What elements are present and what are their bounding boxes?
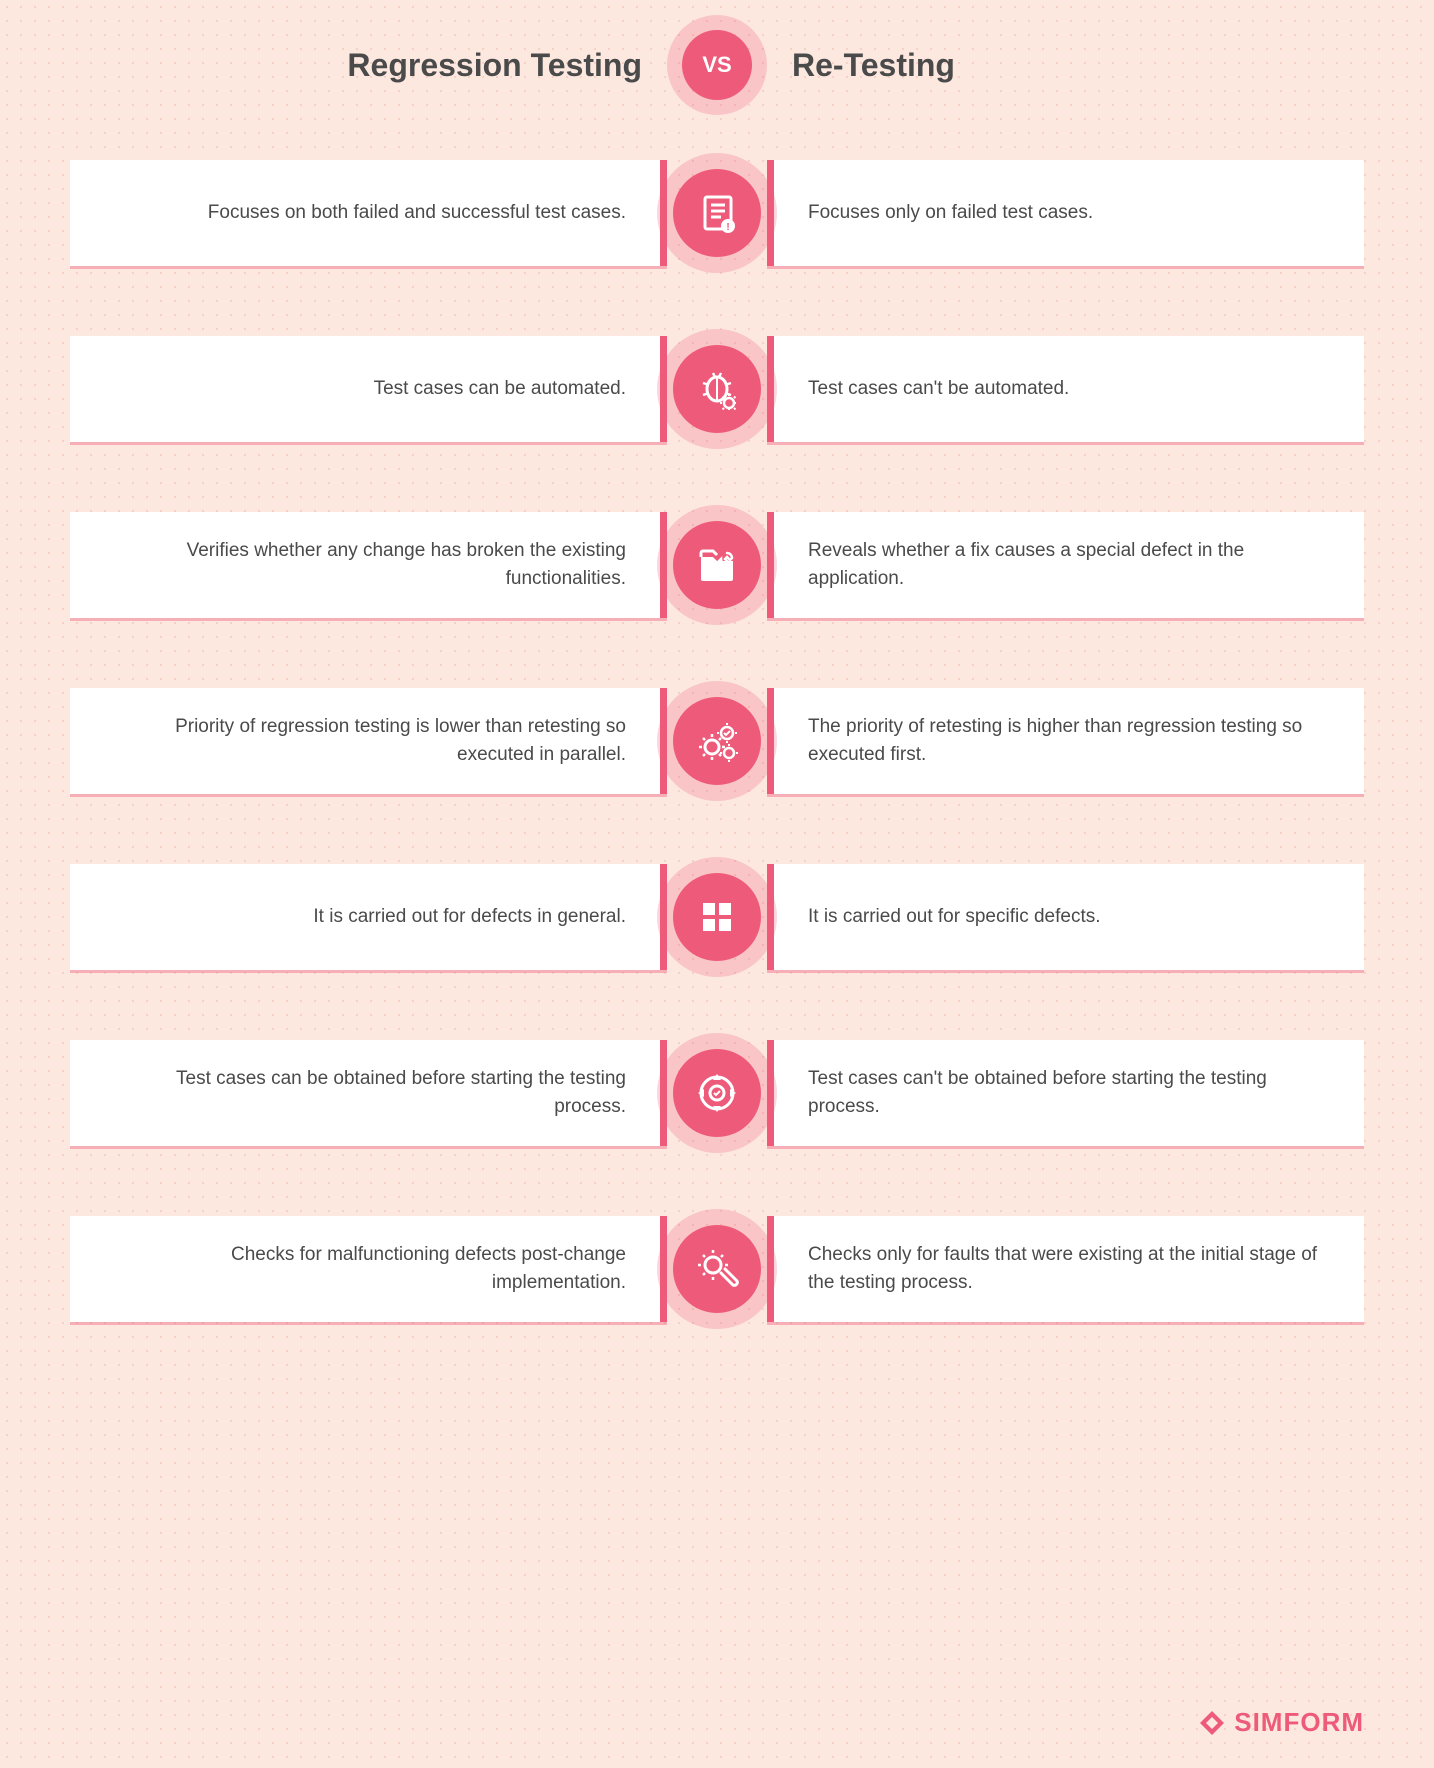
comparison-left-text: Test cases can be automated. — [374, 375, 626, 404]
header-left-title: Regression Testing — [70, 47, 642, 84]
grid-icon — [673, 873, 761, 961]
comparison-row: Test cases can be automated. Test cases c… — [70, 336, 1364, 442]
gear-wrench-icon — [673, 1225, 761, 1313]
comparison-right-card: Test cases can't be obtained before star… — [767, 1040, 1364, 1146]
comparison-right-text: Test cases can't be automated. — [808, 375, 1069, 404]
comparison-right-text: Test cases can't be obtained before star… — [808, 1065, 1330, 1122]
comparison-left-text: Priority of regression testing is lower … — [104, 713, 626, 770]
comparison-right-card: Focuses only on failed test cases. — [767, 160, 1364, 266]
comparison-right-text: It is carried out for specific defects. — [808, 903, 1101, 932]
comparison-left-card: It is carried out for defects in general… — [70, 864, 667, 970]
comparison-left-text: Verifies whether any change has broken t… — [104, 537, 626, 594]
comparison-right-card: It is carried out for specific defects. — [767, 864, 1364, 970]
logo-icon — [1198, 1709, 1226, 1737]
comparison-right-card: Checks only for faults that were existin… — [767, 1216, 1364, 1322]
vs-badge: VS — [682, 30, 752, 100]
brand-logo: SIMFORM — [1198, 1707, 1364, 1738]
cycle-gear-icon — [673, 1049, 761, 1137]
comparison-left-card: Focuses on both failed and successful te… — [70, 160, 667, 266]
folder-wrench-icon — [673, 521, 761, 609]
comparison-right-text: The priority of retesting is higher than… — [808, 713, 1330, 770]
comparison-row: Checks for malfunctioning defects post-c… — [70, 1216, 1364, 1322]
comparison-left-text: Test cases can be obtained before starti… — [104, 1065, 626, 1122]
comparison-rows: Focuses on both failed and successful te… — [70, 160, 1364, 1322]
comparison-right-text: Reveals whether a fix causes a special d… — [808, 537, 1330, 594]
comparison-right-card: Reveals whether a fix causes a special d… — [767, 512, 1364, 618]
brand-name: SIMFORM — [1234, 1707, 1364, 1738]
comparison-right-text: Focuses only on failed test cases. — [808, 199, 1093, 228]
header-right-title: Re-Testing — [792, 47, 1364, 84]
gears-check-icon — [673, 697, 761, 785]
comparison-right-card: Test cases can't be automated. — [767, 336, 1364, 442]
comparison-left-text: Checks for malfunctioning defects post-c… — [104, 1241, 626, 1298]
comparison-left-card: Priority of regression testing is lower … — [70, 688, 667, 794]
bug-gear-icon — [673, 345, 761, 433]
comparison-row: Priority of regression testing is lower … — [70, 688, 1364, 794]
comparison-row: Focuses on both failed and successful te… — [70, 160, 1364, 266]
comparison-header: Regression Testing VS Re-Testing — [70, 30, 1364, 100]
comparison-left-card: Checks for malfunctioning defects post-c… — [70, 1216, 667, 1322]
comparison-left-text: Focuses on both failed and successful te… — [208, 199, 626, 228]
document-alert-icon — [673, 169, 761, 257]
comparison-left-card: Verifies whether any change has broken t… — [70, 512, 667, 618]
comparison-row: Test cases can be obtained before starti… — [70, 1040, 1364, 1146]
comparison-left-card: Test cases can be automated. — [70, 336, 667, 442]
comparison-row: It is carried out for defects in general… — [70, 864, 1364, 970]
comparison-right-card: The priority of retesting is higher than… — [767, 688, 1364, 794]
comparison-left-card: Test cases can be obtained before starti… — [70, 1040, 667, 1146]
comparison-right-text: Checks only for faults that were existin… — [808, 1241, 1330, 1298]
comparison-row: Verifies whether any change has broken t… — [70, 512, 1364, 618]
comparison-left-text: It is carried out for defects in general… — [313, 903, 626, 932]
